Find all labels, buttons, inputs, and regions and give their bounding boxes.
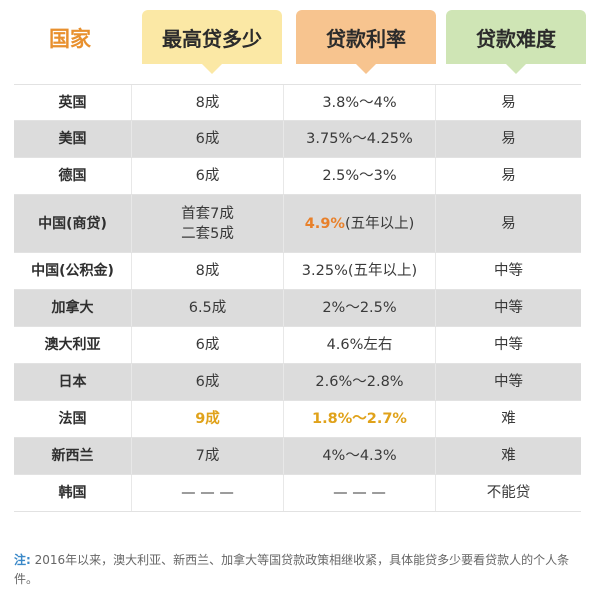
max-loan-cell: 9成 bbox=[132, 401, 284, 437]
table-row-japan: 日本 6成 2.6%～2.8% 中等 bbox=[14, 364, 581, 401]
header-rate: 贷款利率 bbox=[296, 10, 436, 64]
difficulty-cell: 中等 bbox=[494, 374, 523, 390]
country-cell: 美国 bbox=[14, 121, 132, 157]
country-cell: 中国(商贷) bbox=[14, 195, 132, 252]
max-loan-cell: 6成 bbox=[132, 364, 284, 400]
difficulty-cell: 难 bbox=[501, 411, 516, 427]
footnote-text: 2016年以来，澳大利亚、新西兰、加拿大等国贷款政策相继收紧，具体能贷多少要看贷… bbox=[14, 553, 570, 586]
max-loan-first-home: 首套7成 bbox=[181, 205, 234, 222]
difficulty-cell: 难 bbox=[501, 448, 516, 464]
rate-cell: 2%～2.5% bbox=[284, 290, 436, 326]
rate-highlight: 4.9% bbox=[304, 215, 345, 232]
country-cell: 德国 bbox=[14, 158, 132, 194]
country-cell: 韩国 bbox=[14, 475, 132, 511]
table-row-new-zealand: 新西兰 7成 4%～4.3% 难 bbox=[14, 438, 581, 475]
country-cell: 日本 bbox=[14, 364, 132, 400]
rate-cell: 4.6%左右 bbox=[284, 327, 436, 363]
country-cell: 加拿大 bbox=[14, 290, 132, 326]
max-loan-cell: 首套7成 二套5成 bbox=[132, 195, 284, 252]
difficulty-cell: 中等 bbox=[494, 263, 523, 279]
table-row-china-commercial: 中国(商贷) 首套7成 二套5成 4.9% (五年以上) 易 bbox=[14, 195, 581, 253]
max-loan-cell: 8成 bbox=[132, 85, 284, 120]
table-row-korea: 韩国 — — — — — — 不能贷 bbox=[14, 475, 581, 512]
max-loan-cell: — — — bbox=[132, 475, 284, 511]
table-row-australia: 澳大利亚 6成 4.6%左右 中等 bbox=[14, 327, 581, 364]
rate-cell: — — — bbox=[284, 475, 436, 511]
table-row-canada: 加拿大 6.5成 2%～2.5% 中等 bbox=[14, 290, 581, 327]
max-loan-cell: 8成 bbox=[132, 253, 284, 289]
rate-cell: 2.6%～2.8% bbox=[284, 364, 436, 400]
max-loan-cell: 6成 bbox=[132, 121, 284, 157]
max-loan-cell: 6成 bbox=[132, 158, 284, 194]
footnote-label: 注: bbox=[14, 553, 31, 567]
difficulty-cell: 易 bbox=[501, 215, 516, 232]
max-loan-second-home: 二套5成 bbox=[181, 225, 234, 242]
header-max-loan: 最高贷多少 bbox=[142, 10, 282, 64]
table-row-uk: 英国 8成 3.8%～4% 易 bbox=[14, 84, 581, 121]
difficulty-cell: 易 bbox=[501, 168, 516, 184]
difficulty-cell: 不能贷 bbox=[486, 485, 531, 501]
table-row-china-fund: 中国(公积金) 8成 3.25%(五年以上) 中等 bbox=[14, 253, 581, 290]
table-row-germany: 德国 6成 2.5%～3% 易 bbox=[14, 158, 581, 195]
rate-cell: 4%～4.3% bbox=[284, 438, 436, 474]
table-row-us: 美国 6成 3.75%～4.25% 易 bbox=[14, 121, 581, 158]
table-header: 国家 最高贷多少 贷款利率 贷款难度 bbox=[0, 0, 595, 78]
difficulty-cell: 中等 bbox=[494, 337, 523, 353]
header-difficulty: 贷款难度 bbox=[446, 10, 586, 64]
header-country: 国家 bbox=[49, 27, 91, 51]
difficulty-cell: 易 bbox=[501, 131, 516, 147]
max-loan-cell: 7成 bbox=[132, 438, 284, 474]
table-row-france: 法国 9成 1.8%～2.7% 难 bbox=[14, 401, 581, 438]
rate-cell: 3.25%(五年以上) bbox=[284, 253, 436, 289]
country-cell: 澳大利亚 bbox=[14, 327, 132, 363]
country-cell: 中国(公积金) bbox=[14, 253, 132, 289]
max-loan-cell: 6.5成 bbox=[132, 290, 284, 326]
rate-cell: 3.75%～4.25% bbox=[284, 121, 436, 157]
rate-cell: 3.8%～4% bbox=[284, 85, 436, 120]
difficulty-cell: 易 bbox=[501, 94, 516, 111]
difficulty-cell: 中等 bbox=[494, 300, 523, 316]
country-cell: 法国 bbox=[14, 401, 132, 437]
max-loan-cell: 6成 bbox=[132, 327, 284, 363]
loan-table: 英国 8成 3.8%～4% 易 美国 6成 3.75%～4.25% 易 德国 6… bbox=[14, 84, 581, 512]
country-cell: 新西兰 bbox=[14, 438, 132, 474]
country-cell: 英国 bbox=[14, 85, 132, 120]
rate-cell: 4.9% (五年以上) bbox=[284, 195, 436, 252]
rate-cell: 2.5%～3% bbox=[284, 158, 436, 194]
footnote: 注: 2016年以来，澳大利亚、新西兰、加拿大等国贷款政策相继收紧，具体能贷多少… bbox=[14, 551, 584, 589]
rate-cell: 1.8%～2.7% bbox=[284, 401, 436, 437]
rate-suffix: (五年以上) bbox=[344, 215, 415, 232]
